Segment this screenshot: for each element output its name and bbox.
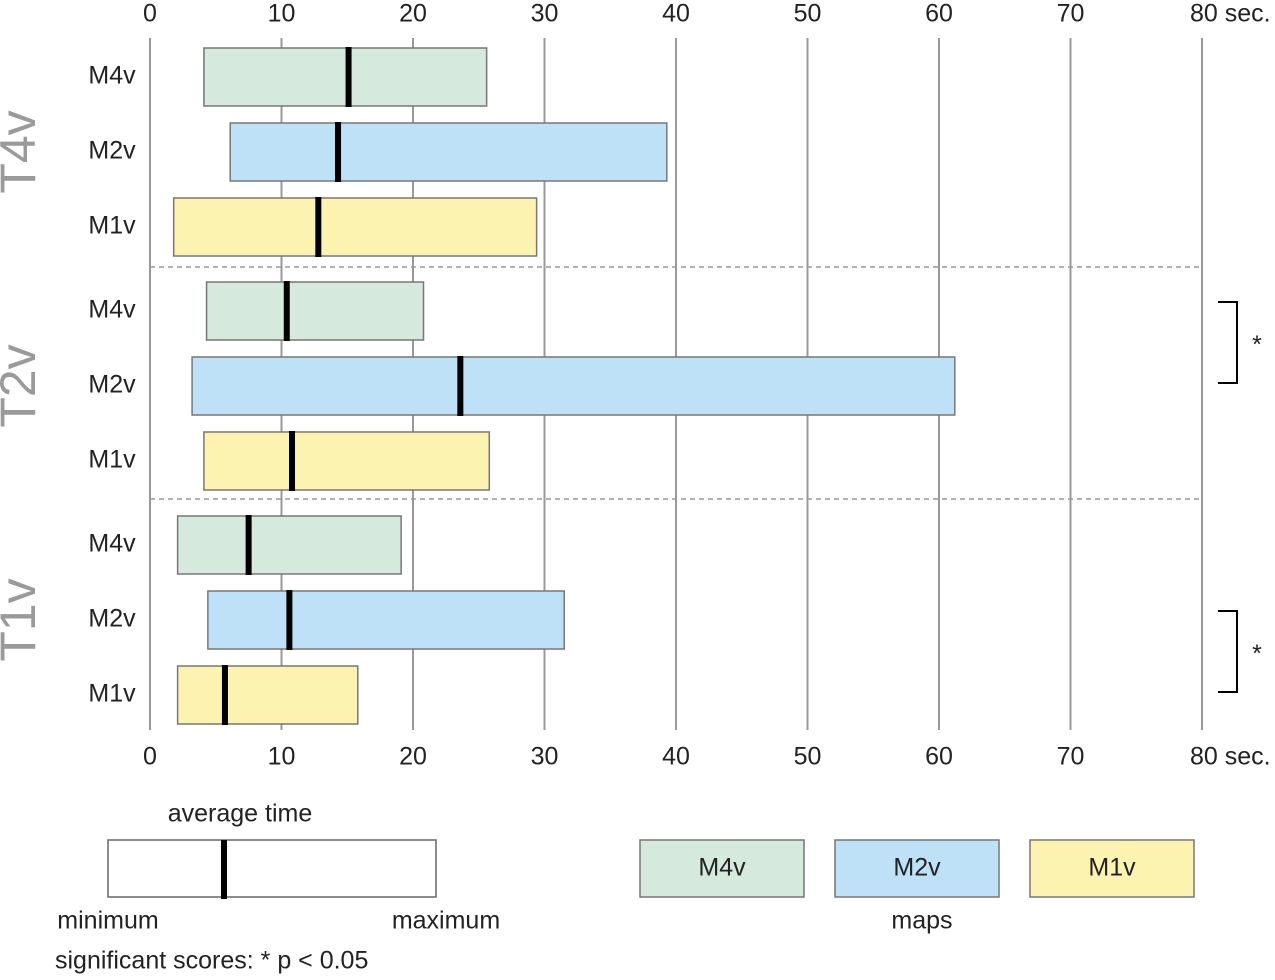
- x-tick-label: 30: [531, 0, 559, 28]
- significance-bracket: [1218, 610, 1238, 693]
- x-tick-label: 20: [399, 743, 427, 771]
- x-tick-label: 50: [794, 0, 822, 28]
- group-label: T2v: [0, 344, 46, 427]
- row-label: M4v: [88, 530, 136, 558]
- significance-bracket: [1218, 301, 1238, 384]
- legend-average-label: average time: [168, 800, 313, 828]
- legend-title: maps: [891, 907, 952, 935]
- x-tick-label: 70: [1057, 743, 1085, 771]
- group-label: T4v: [0, 110, 46, 193]
- row-label: M1v: [88, 680, 136, 708]
- row-label: M1v: [88, 212, 136, 240]
- x-tick-label: 0: [143, 0, 157, 28]
- legend-swatch: [639, 839, 805, 898]
- x-tick-label: 80 sec.: [1190, 743, 1271, 771]
- range-bar: [176, 515, 402, 575]
- x-tick-label: 10: [268, 0, 296, 28]
- x-tick-label: 40: [662, 743, 690, 771]
- range-bar: [203, 47, 488, 107]
- group-label: T1v: [0, 578, 46, 661]
- x-tick-label: 40: [662, 0, 690, 28]
- x-tick-label: 70: [1057, 0, 1085, 28]
- range-bar: [203, 431, 491, 491]
- range-bar: [205, 281, 425, 341]
- x-tick-label: 20: [399, 0, 427, 28]
- row-label: M2v: [88, 137, 136, 165]
- legend-label: M4v: [698, 854, 746, 882]
- range-bar: [191, 356, 956, 416]
- row-label: M1v: [88, 446, 136, 474]
- x-tick-label: 60: [925, 0, 953, 28]
- row-label: M4v: [88, 62, 136, 90]
- x-tick-label: 30: [531, 743, 559, 771]
- x-tick-label: 80 sec.: [1190, 0, 1271, 28]
- x-tick-label: 60: [925, 743, 953, 771]
- range-bar: [172, 197, 538, 257]
- row-label: M2v: [88, 371, 136, 399]
- row-label: M4v: [88, 296, 136, 324]
- significance-star: *: [1252, 640, 1262, 668]
- x-tick-label: 0: [143, 743, 157, 771]
- significance-note: significant scores: * p < 0.05: [55, 947, 368, 975]
- x-tick-label: 10: [268, 743, 296, 771]
- range-bar: [229, 122, 668, 182]
- row-label: M2v: [88, 605, 136, 633]
- x-tick-label: 50: [794, 743, 822, 771]
- legend-minimum-label: minimum: [57, 907, 158, 935]
- legend-swatch: [1029, 839, 1195, 898]
- range-bar: [176, 665, 359, 725]
- range-bar: [207, 590, 565, 650]
- legend-example-bar: [107, 839, 437, 898]
- significance-star: *: [1252, 331, 1262, 359]
- legend-label: M2v: [893, 854, 941, 882]
- legend-maximum-label: maximum: [392, 907, 500, 935]
- legend-label: M1v: [1088, 854, 1136, 882]
- legend-swatch: [834, 839, 1000, 898]
